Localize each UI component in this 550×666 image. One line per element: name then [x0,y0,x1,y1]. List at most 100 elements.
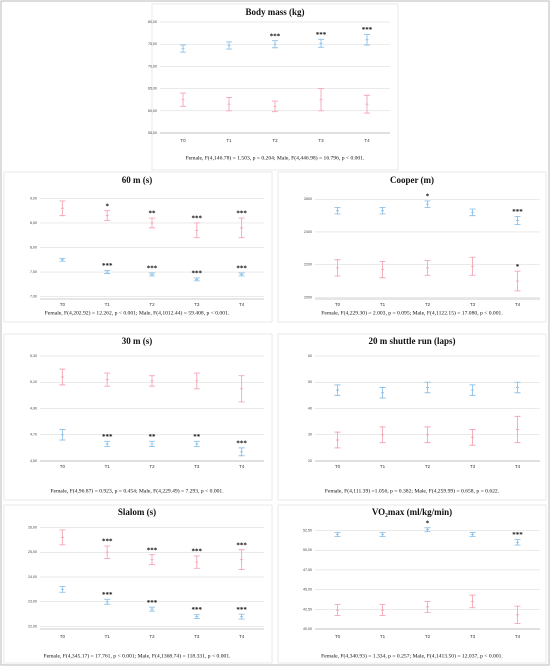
x-tick-label: T2 [272,138,278,143]
significance: *** [236,439,247,447]
error-bar [59,200,66,217]
significance: ** [149,210,157,218]
panel [277,333,547,501]
x-tick-label: T2 [425,464,431,469]
significance: *** [102,262,113,270]
significance: *** [102,433,113,441]
y-tick-label: 55,00 [148,131,157,135]
y-tick-label: 25,00 [28,550,37,554]
x-tick-label: T1 [105,302,111,307]
x-tick-label: T3 [194,464,200,469]
error-bar [469,429,476,446]
error-bar [379,604,386,617]
x-tick-label: T0 [335,634,341,639]
x-tick-label: T3 [318,138,324,143]
y-tick-label: 9,00 [30,196,37,200]
x-tick-label: T2 [149,634,155,639]
x-tick-label: T2 [149,302,155,307]
error-bar [104,210,111,221]
error-bar [272,40,278,49]
error-bar [514,381,521,394]
error-bar [318,88,324,112]
x-tick-label: T0 [180,138,186,143]
x-tick-label: T4 [364,138,370,143]
x-tick-label: T1 [380,302,386,307]
error-bar [104,440,111,448]
error-bar [193,222,200,239]
panel [151,3,399,171]
significance: ** [193,433,201,441]
error-bar [514,605,521,624]
y-tick-label: 60 [308,354,312,358]
error-bar [334,259,341,277]
error-bar [469,594,476,609]
y-tick-label: 22,00 [28,624,37,628]
error-bar [193,440,200,448]
error-bar [149,375,155,387]
x-tick-label: T0 [335,302,341,307]
chart-title: VO₂max (ml/kg/min) [372,507,452,517]
caption: Female, F(4,340.93) = 1.334, p = 0.257; … [321,652,503,659]
y-tick-label: 50 [308,380,312,384]
error-bar [379,206,386,215]
y-tick-label: 70,00 [148,64,157,68]
panel [277,504,547,664]
error-bar [469,384,476,396]
error-bar [59,529,66,546]
x-tick-label: T0 [60,634,66,639]
y-tick-label: 7,50 [30,270,37,274]
significance: * [105,202,109,210]
x-tick-label: T0 [60,302,66,307]
y-tick-label: 42,50 [303,607,312,611]
error-bar [149,217,155,229]
error-bar [364,94,370,114]
error-bar [226,97,232,112]
error-bar [379,532,386,537]
x-tick-label: T3 [194,302,200,307]
error-bar [379,260,386,279]
error-bar [180,92,186,107]
y-tick-label: 50,00 [303,548,312,552]
y-tick-label: 2400 [304,230,312,234]
y-tick-label: 40 [308,406,312,410]
x-tick-label: T1 [380,464,386,469]
panel [3,171,273,323]
x-tick-label: T4 [515,634,521,639]
y-tick-label: 24,00 [28,575,37,579]
error-bar [469,256,476,276]
y-tick-label: 2600 [304,197,312,201]
y-tick-label: 2200 [304,263,312,267]
error-bar [59,368,66,386]
chart-title: 60 m (s) [122,175,153,185]
caption: Female, F(4,229.30) = 2.003, p = 0.095; … [321,309,503,316]
significance: *** [362,26,373,34]
significance: * [426,193,430,201]
x-tick-label: T4 [515,464,521,469]
y-tick-label: 75,00 [148,42,157,46]
significance: *** [147,265,158,273]
x-tick-label: T3 [470,464,476,469]
error-bar [424,527,431,533]
error-bar [334,431,341,449]
x-tick-label: T1 [105,634,111,639]
error-bar [193,555,200,569]
significance: *** [102,538,113,546]
error-bar [514,215,521,226]
significance: *** [316,31,327,39]
error-bar [469,532,476,537]
y-tick-label: 4,70 [30,433,37,437]
significance: *** [192,270,203,278]
y-tick-label: 7,00 [30,295,37,299]
chart-title: Slalom (s) [118,507,156,517]
significance: *** [236,265,247,273]
x-tick-label: T3 [194,634,200,639]
significance: *** [147,599,158,607]
x-tick-label: T2 [149,464,155,469]
error-bar [149,554,155,566]
error-bar [424,426,431,444]
error-bar [226,41,232,50]
error-bar [193,372,200,390]
error-bar [104,545,111,559]
significance: * [426,519,430,527]
